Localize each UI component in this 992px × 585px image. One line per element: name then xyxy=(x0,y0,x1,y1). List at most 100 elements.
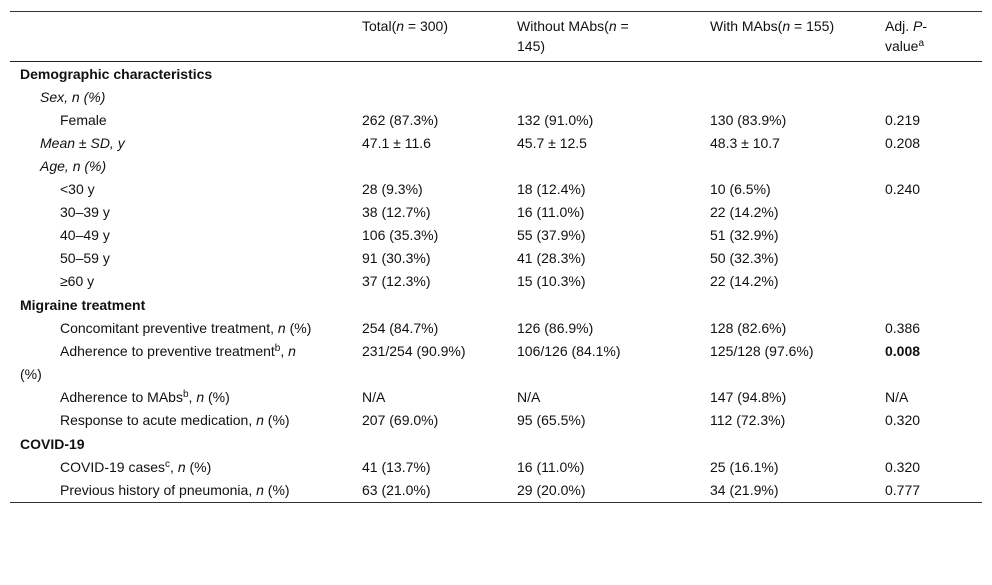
text-run: , xyxy=(188,389,197,405)
data-row: Adherence to preventive treatmentb, n (%… xyxy=(10,340,982,386)
table-header: Total(n = 300) Without MAbs(n = 145) With … xyxy=(10,11,982,62)
value-cell: 47.1 ± 11.6 xyxy=(362,132,517,155)
data-row: <30 y 28 (9.3%) 18 (12.4%) 10 (6.5%) 0.240 xyxy=(10,178,982,201)
cell-text: 95 (65.5%) xyxy=(517,412,586,428)
text-run: , xyxy=(170,459,178,475)
value-cell: 231/254 (90.9%) xyxy=(362,340,517,386)
cell-text: 147 (94.8%) xyxy=(710,389,787,405)
text-run: , xyxy=(280,343,289,359)
text-run: Adherence to MAbs xyxy=(60,389,183,405)
cell-text: 126 (86.9%) xyxy=(517,320,594,336)
value-cell: 95 (65.5%) xyxy=(517,409,710,432)
table-body: Demographic characteristics Sex, n (%) Fem… xyxy=(10,62,982,503)
value-cell: N/A xyxy=(517,386,710,409)
cell-text: 50 (32.3%) xyxy=(710,250,779,266)
cell-text: 40–49 y xyxy=(60,227,110,243)
value-cell: 51 (32.9%) xyxy=(710,224,885,247)
value-cell: 0.386 xyxy=(885,317,982,340)
row-label: <30 y xyxy=(10,178,362,201)
value-cell: 0.008 xyxy=(885,340,982,386)
value-cell: 130 (83.9%) xyxy=(710,109,885,132)
text-run: (%) xyxy=(204,389,230,405)
text-run: Concomitant preventive treatment, xyxy=(60,320,278,336)
value-cell: 0.219 xyxy=(885,109,982,132)
cell-text: 125/128 (97.6%) xyxy=(710,343,814,359)
text-run: Previous history of pneumonia, xyxy=(60,482,257,498)
cell-text: 38 (12.7%) xyxy=(362,204,431,220)
cell-text: 128 (82.6%) xyxy=(710,320,787,336)
cell-text: 0.320 xyxy=(885,459,921,475)
bold-run: 0.008 xyxy=(885,343,921,359)
cell-text: 91 (30.3%) xyxy=(362,250,431,266)
value-cell: 262 (87.3%) xyxy=(362,109,517,132)
italic-run: Mean ± SD, y xyxy=(40,135,125,151)
text-run: Adj. xyxy=(885,18,914,34)
cell-text: 10 (6.5%) xyxy=(710,181,771,197)
value-cell: 0.320 xyxy=(885,456,982,479)
value-cell: 41 (13.7%) xyxy=(362,456,517,479)
value-cell: 28 (9.3%) xyxy=(362,178,517,201)
cell-text: 28 (9.3%) xyxy=(362,181,423,197)
data-row: Mean ± SD, y 47.1 ± 11.6 45.7 ± 12.5 48.3 ±… xyxy=(10,132,982,155)
row-label: Adherence to MAbsb, n (%) xyxy=(10,386,362,409)
data-table: Total(n = 300) Without MAbs(n = 145) With … xyxy=(10,11,982,503)
data-row: 40–49 y 106 (35.3%) 55 (37.9%) 51 (32.9%) xyxy=(10,224,982,247)
section-row: Demographic characteristics xyxy=(10,62,982,87)
value-cell: 106/126 (84.1%) xyxy=(517,340,710,386)
cell-text: 207 (69.0%) xyxy=(362,412,439,428)
row-label: ≥60 y xyxy=(10,270,362,293)
value-cell: 34 (21.9%) xyxy=(710,479,885,503)
data-row: 50–59 y 91 (30.3%) 41 (28.3%) 50 (32.3%) xyxy=(10,247,982,270)
value-cell xyxy=(710,155,885,178)
text-run: Adherence to preventive treatment xyxy=(60,343,275,359)
data-row: Response to acute medication, n (%) 207 (… xyxy=(10,409,982,432)
cell-text: 0.777 xyxy=(885,482,921,498)
superscript: b xyxy=(182,389,189,400)
value-cell: 0.320 xyxy=(885,409,982,432)
row-label: COVID-19 casesc, n (%) xyxy=(10,456,362,479)
text-run: (%) xyxy=(185,459,212,475)
row-label: Adherence to preventive treatmentb, n (%… xyxy=(10,340,362,386)
data-row: Concomitant preventive treatment, n (%) 2… xyxy=(10,317,982,340)
value-cell: 0.208 xyxy=(885,132,982,155)
value-cell: 112 (72.3%) xyxy=(710,409,885,432)
cell-text: 106/126 (84.1%) xyxy=(517,343,621,359)
cell-text: 45.7 ± 12.5 xyxy=(517,135,587,151)
section-title: Demographic characteristics xyxy=(20,66,213,82)
text-run: COVID-19 cases xyxy=(60,459,166,475)
value-cell: 50 (32.3%) xyxy=(710,247,885,270)
section-row: COVID-19 xyxy=(10,432,982,456)
cell-text: ≥60 y xyxy=(60,273,95,289)
cell-text: 47.1 ± 11.6 xyxy=(362,135,431,151)
italic-run: n xyxy=(782,18,791,34)
row-label: 40–49 y xyxy=(10,224,362,247)
header-cell: With MAbs(n = 155) xyxy=(710,11,885,62)
text-run: With MAbs( xyxy=(710,18,783,34)
row-label: Age, n (%) xyxy=(10,155,362,178)
value-cell: 254 (84.7%) xyxy=(362,317,517,340)
cell-text: 112 (72.3%) xyxy=(710,412,786,428)
italic-run: n xyxy=(608,18,617,34)
value-cell: 207 (69.0%) xyxy=(362,409,517,432)
superscript: a xyxy=(918,38,925,49)
value-cell: 38 (12.7%) xyxy=(362,201,517,224)
italic-run: P xyxy=(913,18,923,34)
row-label: Previous history of pneumonia, n (%) xyxy=(10,479,362,503)
text-run: Without MAbs( xyxy=(517,18,609,34)
cell-text: 51 (32.9%) xyxy=(710,227,779,243)
cell-text: 0.240 xyxy=(885,181,921,197)
cell-text: 22 (14.2%) xyxy=(710,273,779,289)
row-label: Concomitant preventive treatment, n (%) xyxy=(10,317,362,340)
text-run: Total( xyxy=(362,18,397,34)
header-text: Adj. P-valuea xyxy=(885,16,947,56)
value-cell xyxy=(885,247,982,270)
value-cell: 0.240 xyxy=(885,178,982,201)
cell-text: 34 (21.9%) xyxy=(710,482,779,498)
data-row: 30–39 y 38 (12.7%) 16 (11.0%) 22 (14.2%) xyxy=(10,201,982,224)
value-cell: 16 (11.0%) xyxy=(517,456,710,479)
row-label: 30–39 y xyxy=(10,201,362,224)
italic-run: n xyxy=(177,459,186,475)
value-cell: 18 (12.4%) xyxy=(517,178,710,201)
value-cell: 106 (35.3%) xyxy=(362,224,517,247)
cell-text: 0.208 xyxy=(885,135,921,151)
